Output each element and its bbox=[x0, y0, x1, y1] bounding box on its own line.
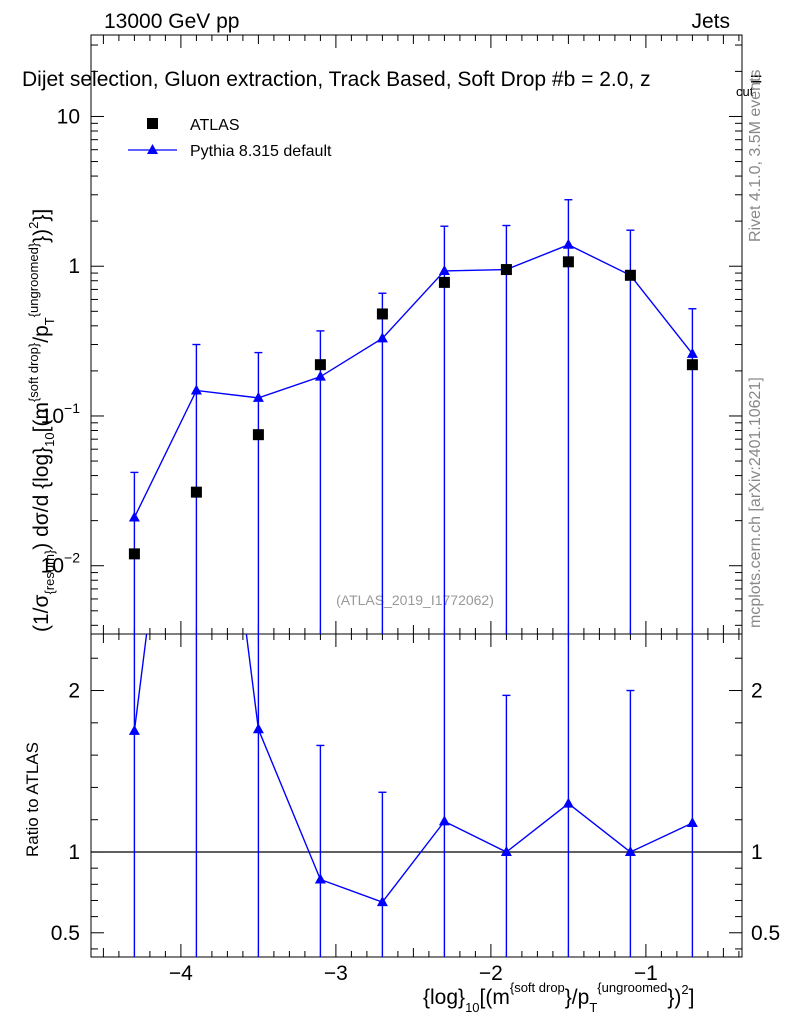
x-tick-label: −1 bbox=[634, 962, 658, 985]
tick-base: 10 bbox=[41, 555, 64, 578]
main-y-tick-label: 10−2 bbox=[41, 550, 81, 578]
data-point bbox=[500, 264, 512, 276]
mcplots-label: mcplots.cern.ch [arXiv:2401.10621] bbox=[747, 377, 764, 628]
main-y-tick-label: 10 bbox=[57, 105, 80, 128]
x-axis-title: {log}10[(m{soft drop}/pT{ungroomed})2] bbox=[423, 980, 695, 1015]
ratio-point bbox=[191, 232, 202, 242]
main-y-axis-title: (1/σ{resum}) dσ/d {log}10[(m{soft drop}/… bbox=[26, 209, 57, 632]
tick-exponent: −2 bbox=[64, 550, 80, 566]
analysis-watermark: (ATLAS_2019_I1772062) bbox=[336, 592, 494, 608]
ratio-y-tick-label-right: 2 bbox=[751, 680, 763, 703]
data-point bbox=[314, 359, 326, 371]
legend: ATLAS Pythia 8.315 default bbox=[128, 117, 332, 160]
header-right: Jets bbox=[691, 10, 730, 33]
x-axis: −4 −3 −2 −1 bbox=[102, 35, 740, 985]
data-point bbox=[128, 548, 140, 560]
ratio-point bbox=[314, 873, 326, 884]
ratio-point bbox=[438, 815, 450, 826]
data-point bbox=[438, 276, 450, 288]
svg-text:(1/σ{resum}) dσ/d {log}10[(m{s: (1/σ{resum}) dσ/d {log}10[(m{soft drop}/… bbox=[26, 209, 57, 632]
rivet-version-label: Rivet 4.1.0, 3.5M events bbox=[747, 69, 764, 242]
ratio-point bbox=[376, 896, 388, 907]
data-point bbox=[252, 429, 264, 441]
ratio-panel-frame bbox=[90, 633, 743, 958]
mc-point bbox=[562, 238, 574, 249]
ratio-point bbox=[252, 723, 264, 734]
tick-base: 10 bbox=[41, 405, 64, 428]
ratio-y-tick-label: 0.5 bbox=[51, 922, 80, 945]
mc-point bbox=[314, 370, 326, 381]
data-point bbox=[376, 308, 388, 320]
ratio-point bbox=[686, 816, 698, 827]
ratio-y-tick-label: 2 bbox=[68, 680, 80, 703]
ratio-y-tick-label-right: 0.5 bbox=[751, 922, 780, 945]
main-data-layer bbox=[128, 199, 698, 634]
mc-point bbox=[190, 384, 202, 395]
data-point bbox=[190, 486, 202, 498]
mc-point bbox=[252, 391, 264, 402]
ratio-point bbox=[128, 724, 140, 735]
data-point bbox=[624, 269, 636, 281]
ratio-point bbox=[500, 846, 512, 857]
legend-mc-label: Pythia 8.315 default bbox=[190, 143, 332, 160]
mc-point bbox=[128, 511, 140, 522]
ratio-y-tick-label: 1 bbox=[68, 841, 80, 864]
ratio-series-line bbox=[133, 634, 693, 903]
main-panel-frame bbox=[90, 34, 743, 635]
legend-data-label: ATLAS bbox=[190, 117, 240, 134]
plot-title-suffix: = bbox=[750, 68, 762, 91]
ratio-point bbox=[562, 797, 574, 808]
ratio-data-layer bbox=[91, 232, 742, 957]
main-y-tick-label: 1 bbox=[68, 255, 80, 278]
ratio-y-axis: 0.5 0.5 1 1 2 2 bbox=[51, 657, 780, 950]
mc-series-line bbox=[133, 244, 693, 518]
ratio-y-tick-label-right: 1 bbox=[751, 841, 763, 864]
plot-title: Dijet selection, Gluon extraction, Track… bbox=[22, 68, 651, 91]
ratio-y-axis-title: Ratio to ATLAS bbox=[23, 742, 42, 857]
x-tick-label: −2 bbox=[479, 962, 503, 985]
x-tick-label: −3 bbox=[324, 962, 348, 985]
legend-mc-marker bbox=[147, 144, 158, 154]
mc-point bbox=[438, 264, 450, 275]
legend-data-marker bbox=[147, 118, 158, 129]
ratio-point bbox=[624, 846, 636, 857]
tick-exponent: −1 bbox=[64, 400, 80, 416]
header-left: 13000 GeV pp bbox=[104, 10, 239, 33]
data-point bbox=[562, 256, 574, 268]
plot-title-subscript: cut bbox=[736, 84, 754, 99]
mc-point bbox=[376, 332, 388, 343]
main-y-tick-label: 10−1 bbox=[41, 400, 81, 428]
x-tick-label: −4 bbox=[169, 962, 193, 985]
mc-point bbox=[686, 347, 698, 358]
data-point bbox=[686, 359, 698, 371]
